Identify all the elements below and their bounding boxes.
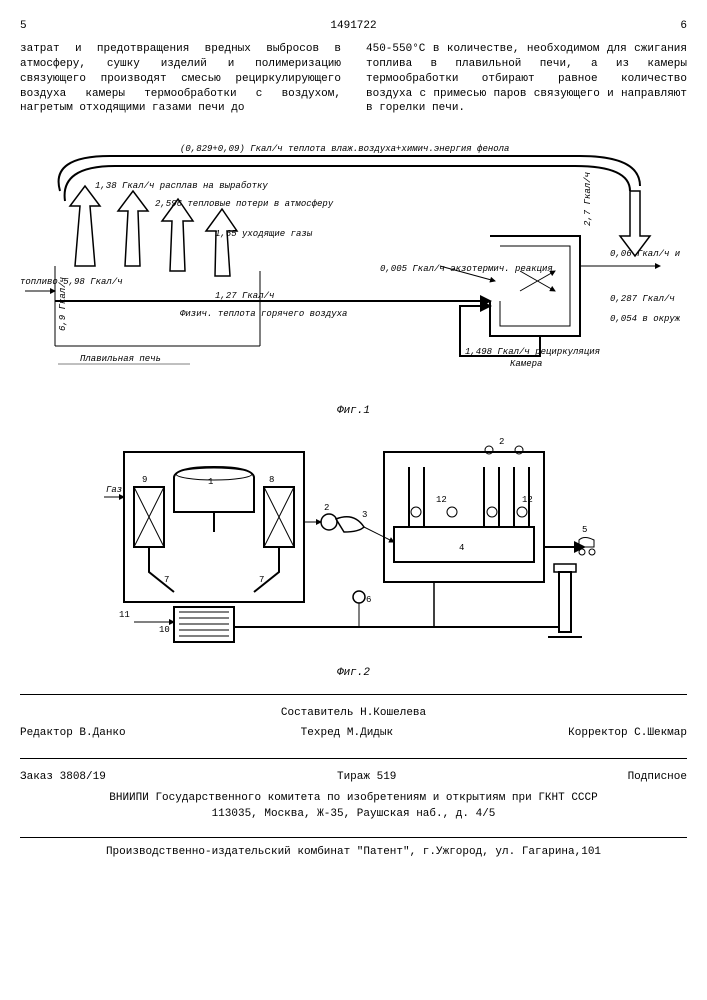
fig1-fuel-label: топливо 5,98 Гкал/ч — [20, 277, 123, 287]
fig1-env-label: 0,054 в окруж. атмосф. — [610, 314, 680, 324]
order-value: 3808/19 — [60, 771, 106, 783]
figure-1-caption: Фиг.1 — [20, 405, 687, 417]
fig1-product-label: 0,06 Гкал/ч изделие — [610, 249, 680, 259]
fig2-num-11: 11 — [119, 610, 130, 620]
publisher-line-1: ВНИИПИ Государственного комитета по изоб… — [20, 791, 687, 806]
figure-2-caption: Фиг.2 — [20, 667, 687, 679]
fig2-num-7b: 7 — [259, 575, 264, 585]
left-column-text: затрат и предотвращения вредных выбросов… — [20, 42, 341, 116]
fig1-heat-loss-label: 2,596 тепловые потери в атмосферу — [155, 199, 334, 209]
fig1-top-flow-label: (0,829+0,09) Гкал/ч теплота влаж.воздуха… — [180, 144, 509, 154]
composer-label: Составитель — [281, 707, 354, 719]
circulation-label: Тираж — [337, 771, 370, 783]
fig2-num-12a: 12 — [436, 495, 447, 505]
right-column-text: 450-550°С в количестве, необходимом для … — [366, 42, 687, 116]
page-header: 5 1491722 6 — [20, 20, 687, 32]
fig2-num-8: 8 — [269, 475, 274, 485]
divider-2 — [20, 758, 687, 759]
editor-name: В.Данко — [79, 727, 125, 739]
fig2-num-5: 5 — [582, 525, 587, 535]
fig1-side-label: 6,9 Гкал/ч — [58, 277, 68, 331]
fig2-num-4: 4 — [459, 543, 464, 553]
divider-3 — [20, 837, 687, 838]
fig1-exhaust-label: 1,65 уходящие газы — [215, 229, 313, 239]
figure-2: Газ 1 9 8 7 7 10 11 6 2 3 4 12 12 — [20, 432, 687, 679]
fig1-hot-air-value: 1,27 Гкал/ч — [215, 291, 274, 301]
composer-row: Составитель Н.Кошелева — [20, 703, 687, 723]
fig1-furnace-label: Плавильная печь — [80, 354, 161, 364]
print-row: Заказ 3808/19 Тираж 519 Подписное — [20, 767, 687, 787]
corrector-label: Корректор — [568, 727, 627, 739]
fig2-num-6: 6 — [366, 595, 371, 605]
publisher-line-2: 113035, Москва, Ж-35, Раушская наб., д. … — [20, 807, 687, 822]
fig2-num-12b: 12 — [522, 495, 533, 505]
fig2-num-9: 9 — [142, 475, 147, 485]
editor-label: Редактор — [20, 727, 73, 739]
figure-1: (0,829+0,09) Гкал/ч теплота влаж.воздуха… — [20, 136, 687, 417]
body-text-columns: затрат и предотвращения вредных выбросов… — [20, 42, 687, 116]
column-right-number: 6 — [680, 20, 687, 32]
circulation-value: 519 — [377, 771, 397, 783]
fig1-exotherm-label: 0,005 Гкал/ч экзотермич. реакция — [380, 264, 553, 274]
fig1-chamber-label: Камера — [510, 359, 542, 369]
fig1-melt-label: 1,38 Гкал/ч расплав на выработку — [95, 181, 268, 191]
fig1-vert-label: 2,7 Гкал/ч — [583, 172, 593, 226]
fig1-phys-heat-label: Физич. теплота горячего воздуха — [180, 309, 347, 319]
fig2-num-3: 3 — [362, 510, 367, 520]
composer-name: Н.Кошелева — [360, 707, 426, 719]
fig2-num-2b: 2 — [499, 437, 504, 447]
publisher-block: ВНИИПИ Государственного комитета по изоб… — [20, 791, 687, 822]
fig2-num-1: 1 — [208, 477, 213, 487]
order-label: Заказ — [20, 771, 53, 783]
column-left-number: 5 — [20, 20, 27, 32]
editors-row: Редактор В.Данко Техред М.Дидык Корректо… — [20, 723, 687, 743]
printer-line: Производственно-издательский комбинат "П… — [20, 846, 687, 858]
fig1-recirc-label: 1,498 Гкал/ч рециркуляция — [465, 347, 600, 357]
fig1-conv-label: 0,287 Гкал/ч тепло конвейера — [610, 294, 680, 304]
fig2-gas-label: Газ — [106, 485, 122, 495]
document-number: 1491722 — [27, 20, 681, 32]
divider-1 — [20, 694, 687, 695]
subscribed-label: Подписное — [628, 771, 687, 783]
techeditor-name: М.Дидык — [347, 727, 393, 739]
fig2-num-2: 2 — [324, 503, 329, 513]
corrector-name: С.Шекмар — [634, 727, 687, 739]
fig2-num-7a: 7 — [164, 575, 169, 585]
techeditor-label: Техред — [301, 727, 341, 739]
fig2-num-10: 10 — [159, 625, 170, 635]
